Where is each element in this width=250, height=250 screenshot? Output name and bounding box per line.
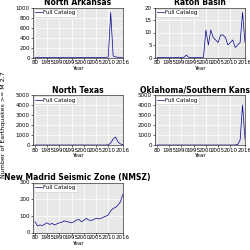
X-axis label: Year: Year — [194, 66, 205, 71]
X-axis label: Year: Year — [72, 154, 84, 158]
Title: New Madrid Seismic Zone (NMSZ): New Madrid Seismic Zone (NMSZ) — [4, 174, 151, 182]
X-axis label: Year: Year — [72, 241, 84, 246]
Title: Oklahoma/Southern Kansas: Oklahoma/Southern Kansas — [140, 86, 250, 95]
Title: North Texas: North Texas — [52, 86, 104, 95]
Text: Number of Earthquakes >= M 2.7: Number of Earthquakes >= M 2.7 — [1, 72, 6, 178]
Legend: Full Catalog: Full Catalog — [34, 96, 77, 104]
Title: North Arkansas: North Arkansas — [44, 0, 111, 8]
Legend: Full Catalog: Full Catalog — [34, 184, 77, 192]
Legend: Full Catalog: Full Catalog — [156, 8, 199, 17]
X-axis label: Year: Year — [72, 66, 84, 71]
Legend: Full Catalog: Full Catalog — [34, 8, 77, 17]
Title: Raton Basin: Raton Basin — [174, 0, 226, 8]
Legend: Full Catalog: Full Catalog — [156, 96, 199, 104]
X-axis label: Year: Year — [194, 154, 205, 158]
